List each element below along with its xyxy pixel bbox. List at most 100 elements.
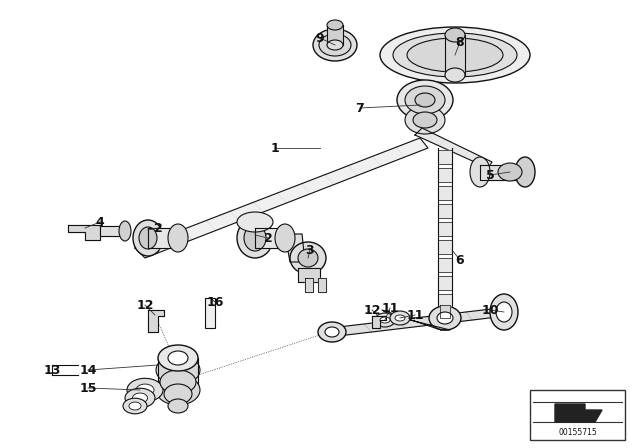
- Ellipse shape: [132, 393, 147, 403]
- Ellipse shape: [515, 157, 535, 187]
- Text: 8: 8: [456, 35, 464, 48]
- Text: 4: 4: [95, 215, 104, 228]
- Polygon shape: [148, 310, 164, 332]
- Ellipse shape: [168, 351, 188, 365]
- Ellipse shape: [168, 399, 188, 413]
- Ellipse shape: [490, 294, 518, 330]
- Ellipse shape: [244, 225, 266, 251]
- Ellipse shape: [290, 242, 326, 274]
- Ellipse shape: [123, 398, 147, 414]
- Ellipse shape: [129, 402, 141, 410]
- Ellipse shape: [168, 224, 188, 252]
- Text: 2: 2: [154, 221, 163, 234]
- Text: 1: 1: [271, 142, 280, 155]
- Polygon shape: [445, 35, 465, 75]
- Polygon shape: [480, 165, 525, 180]
- Ellipse shape: [318, 322, 346, 342]
- Polygon shape: [135, 138, 428, 258]
- Text: 7: 7: [356, 102, 364, 115]
- Polygon shape: [255, 228, 285, 248]
- Ellipse shape: [437, 312, 453, 324]
- Ellipse shape: [413, 112, 437, 128]
- Bar: [530, 390, 625, 440]
- Ellipse shape: [496, 302, 512, 322]
- Text: 00155715: 00155715: [558, 427, 597, 436]
- Ellipse shape: [405, 106, 445, 134]
- Polygon shape: [438, 204, 452, 218]
- Polygon shape: [298, 268, 320, 282]
- Polygon shape: [372, 316, 386, 328]
- Polygon shape: [285, 234, 305, 262]
- Polygon shape: [158, 358, 198, 390]
- Ellipse shape: [327, 40, 343, 50]
- Ellipse shape: [237, 218, 273, 258]
- Text: 11: 11: [381, 302, 399, 314]
- Ellipse shape: [327, 20, 343, 30]
- Text: 10: 10: [481, 303, 499, 316]
- Polygon shape: [415, 128, 492, 168]
- Ellipse shape: [127, 378, 163, 402]
- Ellipse shape: [139, 227, 157, 249]
- Polygon shape: [438, 150, 452, 164]
- Text: 16: 16: [206, 296, 224, 309]
- Polygon shape: [327, 25, 343, 45]
- Ellipse shape: [160, 370, 196, 394]
- Ellipse shape: [156, 375, 200, 405]
- Polygon shape: [382, 310, 450, 330]
- Ellipse shape: [407, 38, 503, 72]
- Text: 15: 15: [79, 382, 97, 395]
- Polygon shape: [440, 305, 450, 318]
- Polygon shape: [318, 278, 326, 292]
- Ellipse shape: [164, 384, 192, 404]
- Polygon shape: [438, 276, 452, 290]
- Ellipse shape: [133, 220, 163, 256]
- Ellipse shape: [136, 384, 154, 396]
- Ellipse shape: [380, 27, 530, 83]
- Ellipse shape: [275, 224, 295, 252]
- Ellipse shape: [325, 327, 339, 337]
- Text: 11: 11: [406, 309, 424, 322]
- Ellipse shape: [375, 313, 395, 327]
- Polygon shape: [305, 278, 313, 292]
- Ellipse shape: [415, 93, 435, 107]
- Ellipse shape: [380, 317, 390, 323]
- Polygon shape: [100, 226, 125, 236]
- Polygon shape: [438, 258, 452, 272]
- Polygon shape: [438, 222, 452, 236]
- Ellipse shape: [445, 28, 465, 42]
- Ellipse shape: [395, 315, 405, 321]
- Ellipse shape: [445, 68, 465, 82]
- Text: 2: 2: [264, 232, 273, 245]
- Polygon shape: [148, 228, 178, 248]
- Ellipse shape: [498, 163, 522, 181]
- Ellipse shape: [405, 86, 445, 114]
- Ellipse shape: [156, 355, 200, 385]
- Ellipse shape: [125, 388, 155, 408]
- Polygon shape: [68, 225, 100, 240]
- Polygon shape: [330, 308, 506, 336]
- Bar: [205, 298, 215, 328]
- Ellipse shape: [397, 80, 453, 120]
- Text: 9: 9: [316, 31, 324, 44]
- Ellipse shape: [119, 221, 131, 241]
- Text: 14: 14: [79, 363, 97, 376]
- Text: 12: 12: [136, 298, 154, 311]
- Polygon shape: [438, 240, 452, 254]
- Ellipse shape: [429, 306, 461, 330]
- Ellipse shape: [470, 157, 490, 187]
- Ellipse shape: [298, 249, 318, 267]
- Text: 6: 6: [456, 254, 464, 267]
- Text: 13: 13: [44, 363, 61, 376]
- Text: 5: 5: [486, 168, 494, 181]
- Polygon shape: [438, 294, 452, 308]
- Text: 3: 3: [306, 244, 314, 257]
- Ellipse shape: [158, 345, 198, 371]
- Polygon shape: [438, 186, 452, 200]
- Ellipse shape: [313, 29, 357, 61]
- Ellipse shape: [319, 34, 351, 56]
- Ellipse shape: [390, 311, 410, 325]
- Text: 12: 12: [364, 303, 381, 316]
- Polygon shape: [438, 168, 452, 182]
- Polygon shape: [555, 404, 602, 422]
- Ellipse shape: [237, 212, 273, 232]
